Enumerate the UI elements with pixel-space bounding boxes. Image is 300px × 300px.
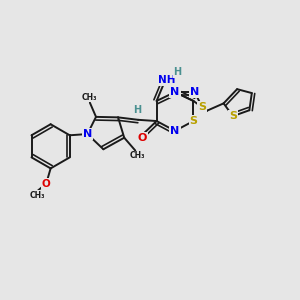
Text: S: S: [198, 102, 206, 112]
Text: S: S: [189, 116, 197, 126]
Text: O: O: [42, 178, 51, 189]
Text: H: H: [133, 106, 141, 116]
Text: H: H: [173, 67, 181, 77]
Text: CH₃: CH₃: [82, 93, 98, 102]
Text: NH: NH: [158, 75, 176, 85]
Text: N: N: [190, 87, 199, 97]
Text: O: O: [138, 133, 147, 143]
Text: N: N: [83, 129, 92, 139]
Text: CH₃: CH₃: [130, 152, 145, 160]
Text: N: N: [170, 87, 180, 97]
Text: N: N: [170, 126, 180, 136]
Text: S: S: [229, 111, 237, 121]
Text: CH₃: CH₃: [29, 190, 45, 200]
